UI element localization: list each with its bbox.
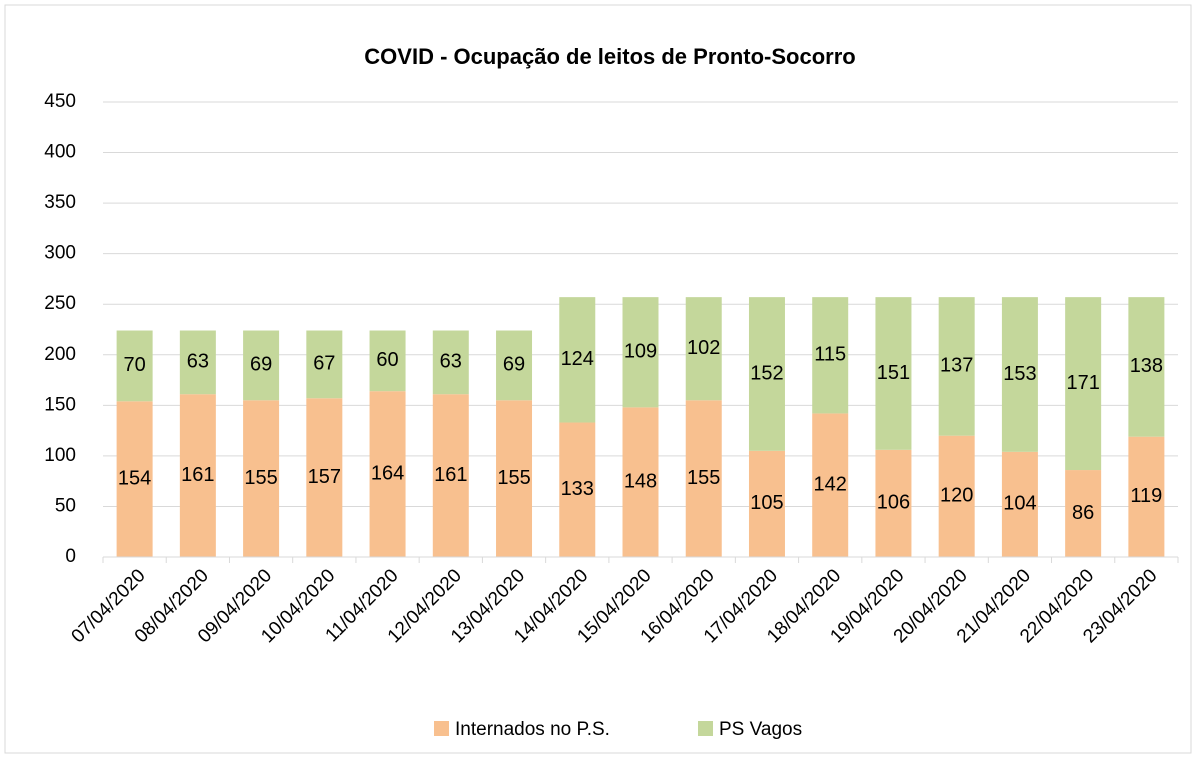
y-tick-label: 100 xyxy=(44,445,76,466)
data-label: 119 xyxy=(1130,485,1162,507)
data-label: 138 xyxy=(1130,355,1163,377)
y-tick-label: 300 xyxy=(44,243,76,264)
data-label: 109 xyxy=(624,341,657,363)
legend-label: PS Vagos xyxy=(719,719,802,740)
data-label: 164 xyxy=(371,462,404,484)
data-label: 60 xyxy=(376,349,398,371)
bar-segment xyxy=(116,330,153,402)
bar-segment xyxy=(1065,297,1102,471)
y-tick-label: 200 xyxy=(44,344,76,365)
y-tick-label: 350 xyxy=(44,192,76,213)
data-label: 106 xyxy=(877,492,910,514)
legend-label: Internados no P.S. xyxy=(455,719,610,740)
y-tick-label: 450 xyxy=(44,91,76,112)
data-label: 142 xyxy=(814,473,847,495)
y-tick-label: 0 xyxy=(65,546,76,567)
y-tick-label: 50 xyxy=(55,495,76,516)
data-label: 115 xyxy=(814,344,846,366)
data-label: 152 xyxy=(750,362,783,384)
data-label: 153 xyxy=(1003,363,1036,385)
bar-segment xyxy=(496,330,533,401)
y-tick-label: 250 xyxy=(44,293,76,314)
bar-segment xyxy=(812,297,849,414)
bar-segment xyxy=(812,413,849,557)
bar-segment xyxy=(875,449,912,557)
data-label: 137 xyxy=(940,355,973,377)
data-label: 171 xyxy=(1066,372,1099,394)
bar-segment xyxy=(116,401,153,557)
data-label: 63 xyxy=(187,351,209,373)
bar-segment xyxy=(243,330,280,401)
bar-segment xyxy=(306,398,343,557)
bar-segment xyxy=(369,330,406,392)
data-label: 124 xyxy=(561,348,594,370)
bar-segment xyxy=(748,450,785,557)
bar-segment xyxy=(622,297,659,408)
bar-segment xyxy=(685,400,722,557)
data-label: 67 xyxy=(313,353,335,375)
bar-segment xyxy=(622,407,659,557)
data-label: 151 xyxy=(877,362,910,384)
bar-segment xyxy=(179,330,216,395)
bar-segment xyxy=(685,297,722,401)
bar-segment xyxy=(559,422,596,557)
data-label: 155 xyxy=(244,467,277,489)
data-label: 155 xyxy=(687,467,720,489)
data-label: 102 xyxy=(687,337,720,359)
legend-swatch xyxy=(698,721,713,736)
data-label: 133 xyxy=(561,478,594,500)
data-label: 120 xyxy=(940,485,973,507)
bar-segment xyxy=(938,297,975,436)
bar-segment xyxy=(432,394,469,557)
bar-segment xyxy=(559,297,596,423)
bar-segment xyxy=(179,394,216,557)
y-tick-label: 400 xyxy=(44,142,76,163)
bar-segment xyxy=(1128,297,1165,437)
data-label: 105 xyxy=(750,492,783,514)
data-label: 154 xyxy=(118,467,151,489)
bar-segment xyxy=(306,330,343,399)
bar-segment xyxy=(243,400,280,557)
bar-segment xyxy=(432,330,469,395)
legend-swatch xyxy=(434,721,449,736)
bar-segment xyxy=(875,297,912,450)
bar-segment xyxy=(369,391,406,557)
data-label: 155 xyxy=(497,467,530,489)
data-label: 161 xyxy=(434,464,467,486)
bar-segment xyxy=(496,400,533,557)
data-label: 69 xyxy=(503,354,525,376)
bar-segment xyxy=(748,297,785,451)
data-label: 157 xyxy=(308,466,341,488)
bar-segment xyxy=(1001,451,1038,557)
data-label: 148 xyxy=(624,470,657,492)
data-label: 161 xyxy=(181,464,214,486)
data-label: 69 xyxy=(250,354,272,376)
data-label: 104 xyxy=(1003,493,1036,515)
bar-segment xyxy=(938,435,975,557)
data-label: 70 xyxy=(123,354,145,376)
data-label: 86 xyxy=(1072,502,1094,524)
bar-segment xyxy=(1065,470,1102,557)
chart-title: COVID - Ocupação de leitos de Pronto-Soc… xyxy=(364,44,855,69)
bar-segment xyxy=(1128,436,1165,557)
bar-segment xyxy=(1001,297,1038,452)
data-label: 63 xyxy=(440,351,462,373)
y-tick-label: 150 xyxy=(44,394,76,415)
